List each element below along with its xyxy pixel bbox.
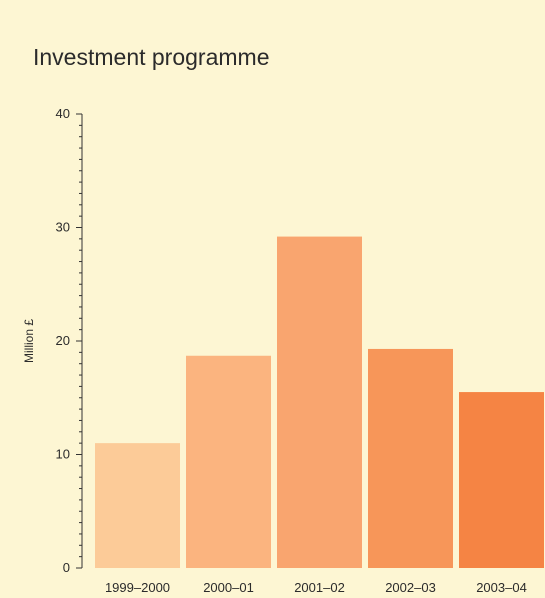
bars bbox=[95, 236, 544, 568]
chart-title: Investment programme bbox=[33, 44, 269, 70]
x-tick-label: 1999–2000 bbox=[105, 580, 170, 595]
y-tick-label: 30 bbox=[56, 220, 70, 235]
x-tick-label: 2003–04 bbox=[476, 580, 527, 595]
bar-3 bbox=[277, 236, 362, 568]
y-tick-label: 0 bbox=[63, 560, 70, 575]
bar-5 bbox=[459, 392, 544, 568]
x-tick-label: 2001–02 bbox=[294, 580, 345, 595]
x-tick-label: 2002–03 bbox=[385, 580, 436, 595]
bar-1 bbox=[95, 443, 180, 568]
y-tick-label: 10 bbox=[56, 447, 70, 462]
y-axis-label: Million £ bbox=[22, 319, 36, 363]
y-axis: 0 10 20 30 40 bbox=[56, 106, 83, 575]
y-tick-label: 40 bbox=[56, 106, 70, 121]
bar-4 bbox=[368, 348, 453, 568]
bar-2 bbox=[186, 355, 271, 568]
x-axis: 1999–2000 2000–01 2001–02 2002–03 2003–04 bbox=[105, 580, 527, 595]
y-tick-label: 20 bbox=[56, 333, 70, 348]
x-tick-label: 2000–01 bbox=[203, 580, 254, 595]
